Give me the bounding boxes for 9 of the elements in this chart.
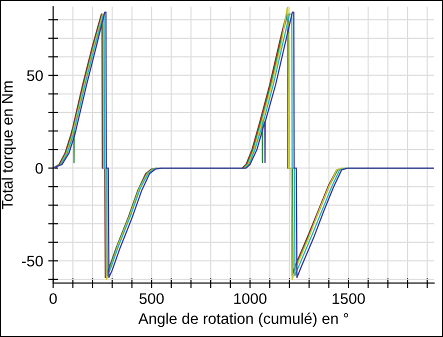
x-tick-label: 500: [139, 293, 164, 304]
y-axis-title: Total torque en Nm: [2, 81, 16, 210]
y-tick-label: 0: [36, 162, 43, 174]
x-tick-label: 1000: [234, 293, 266, 304]
x-tick-label: 1500: [332, 293, 365, 304]
y-tick-label: 50: [27, 70, 43, 82]
x-axis-title: Angle de rotation (cumulé) en °: [138, 312, 348, 328]
y-tick-label: -50: [22, 256, 43, 267]
x-tick-label: 0: [50, 293, 57, 304]
